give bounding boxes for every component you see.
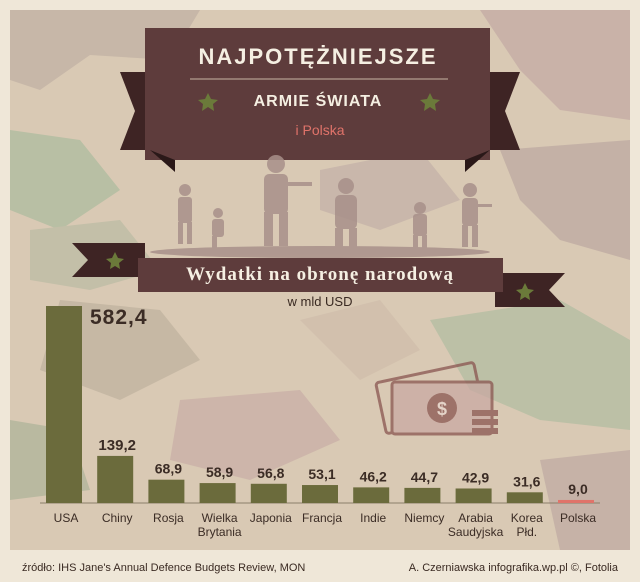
bar-6 [353,487,390,503]
bar-2 [148,479,185,503]
bar-9 [506,492,543,503]
category-label-9-0: Korea [511,511,543,525]
value-label-10: 9,0 [568,481,588,497]
value-label-3: 58,9 [206,464,233,480]
bar-7 [404,487,441,503]
value-label-6: 46,2 [360,468,387,484]
category-label-4: Japonia [250,511,292,525]
category-label-7: Niemcy [404,511,444,525]
bar-10 [558,499,594,503]
value-label-5: 53,1 [308,466,335,482]
bar-1 [97,455,134,503]
bar-8 [455,488,492,503]
bar-4 [250,483,287,503]
category-label-1: Chiny [102,511,133,525]
unit-label: w mld USD [287,294,353,309]
title-line-2: ARMIE ŚWIATA [253,93,383,110]
category-label-9-1: Płd. [516,525,537,539]
category-label-3-0: Wielka [202,511,238,525]
value-label-4: 56,8 [257,465,284,481]
category-label-2: Rosja [153,511,184,525]
title-line-3: i Polska [295,122,345,138]
value-label-2: 68,9 [155,461,182,477]
category-label-0: USA [54,511,79,525]
value-label-9: 31,6 [513,473,540,489]
category-label-8-1: Saudyjska [448,525,504,539]
value-label-0: 582,4 [90,306,148,329]
bar-3 [199,483,236,503]
chart-subtitle: Wydatki na obronę narodową [186,264,454,285]
source-note: źródło: IHS Jane's Annual Defence Budget… [22,562,306,574]
title-line-1: NAJPOTĘŻNIEJSZE [198,44,438,69]
soldiers-silhouette [150,155,492,258]
credit-note: A. Czerniawska infografika.wp.pl ©, Foto… [408,562,618,574]
star-icon [198,93,440,111]
value-label-8: 42,9 [462,469,489,485]
category-label-10: Polska [560,511,596,525]
category-label-3-1: Brytania [198,525,242,539]
category-label-6: Indie [360,511,386,525]
bar-5 [302,485,338,503]
category-label-5: Francja [302,511,342,525]
bar-0 [46,306,82,503]
value-label-7: 44,7 [411,469,438,485]
svg-text:$: $ [437,399,447,419]
star-icon [106,252,534,300]
value-label-1: 139,2 [98,437,136,454]
category-label-8-0: Arabia [458,511,493,525]
money-icon: $ [374,361,498,436]
